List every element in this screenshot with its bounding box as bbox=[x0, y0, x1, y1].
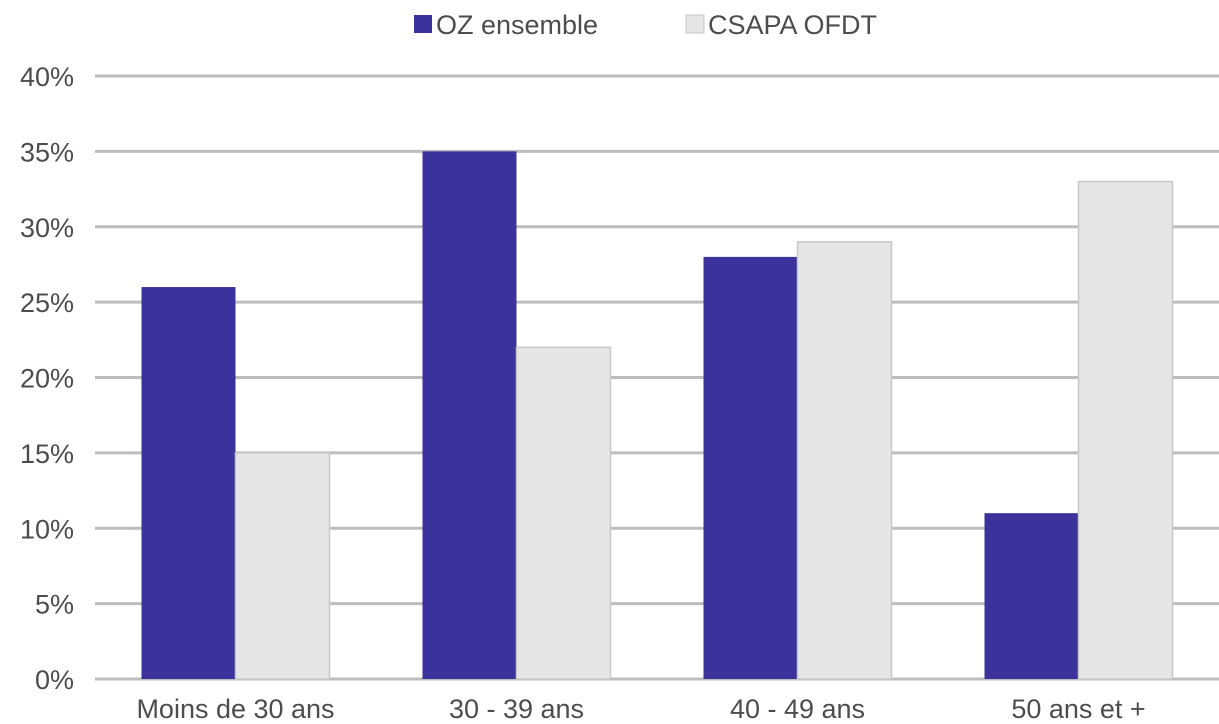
bar-1-2 bbox=[796, 241, 893, 680]
bar-0-1 bbox=[422, 151, 517, 679]
bar-1-1 bbox=[515, 346, 612, 680]
x-category-label-0: Moins de 30 ans bbox=[136, 694, 334, 724]
x-category-label-1: 30 - 39 ans bbox=[449, 694, 584, 724]
x-category-label-3: 50 ans et + bbox=[1011, 694, 1145, 724]
x-axis-categories: Moins de 30 ans 30 - 39 ans 40 - 49 ans 50 … bbox=[136, 694, 1145, 724]
y-tick-label-20: 20% bbox=[20, 364, 74, 394]
legend-swatch-1 bbox=[685, 14, 705, 34]
y-tick-label-15: 15% bbox=[20, 439, 74, 469]
legend: OZ ensemble CSAPA OFDT bbox=[414, 10, 877, 40]
x-category-label-2: 40 - 49 ans bbox=[730, 694, 865, 724]
y-tick-label-10: 10% bbox=[20, 514, 74, 544]
legend-label-0: OZ ensemble bbox=[436, 10, 598, 40]
bar-0-3 bbox=[984, 513, 1079, 679]
bar-0-0 bbox=[141, 287, 236, 679]
bars bbox=[141, 151, 1174, 680]
bar-1-0 bbox=[234, 452, 331, 680]
y-tick-label-5: 5% bbox=[35, 590, 74, 620]
y-tick-label-40: 40% bbox=[20, 62, 74, 92]
y-tick-label-30: 30% bbox=[20, 213, 74, 243]
legend-label-1: CSAPA OFDT bbox=[708, 10, 877, 40]
y-tick-label-35: 35% bbox=[20, 137, 74, 167]
bar-0-2 bbox=[703, 256, 798, 679]
y-axis-ticks: 0% 5% 10% 15% 20% 25% 30% 35% 40% bbox=[20, 62, 74, 695]
legend-swatch-0 bbox=[414, 15, 432, 33]
y-tick-label-0: 0% bbox=[35, 665, 74, 695]
y-tick-label-25: 25% bbox=[20, 288, 74, 318]
bar-1-3 bbox=[1077, 180, 1174, 680]
